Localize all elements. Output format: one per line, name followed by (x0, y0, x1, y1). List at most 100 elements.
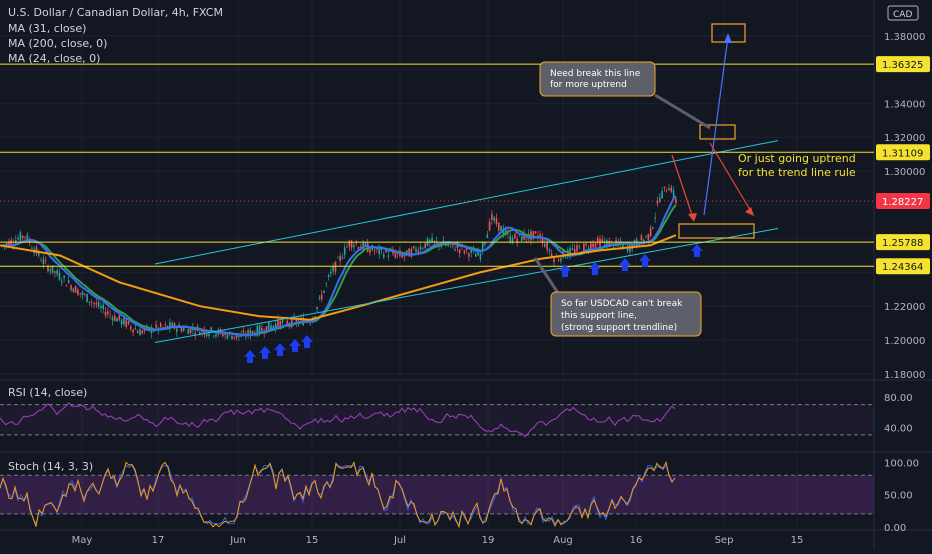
candle-body (116, 318, 118, 322)
ma-24-line (1, 195, 677, 337)
candle-body (249, 330, 252, 337)
candle-body (475, 253, 477, 257)
candle-body (647, 234, 650, 241)
breakout-box[interactable] (699, 124, 736, 140)
candle-body (141, 330, 144, 334)
candle-body (502, 228, 505, 235)
support-bounce-arrow (259, 346, 271, 359)
candle-body (199, 332, 201, 336)
lower-trendline[interactable] (154, 227, 779, 344)
candle-body (79, 293, 81, 294)
candle-body (189, 327, 192, 334)
candle-body (332, 266, 334, 272)
candle-body (272, 325, 275, 328)
candle-body (590, 243, 592, 251)
callout-text: Or just going uptrend (738, 152, 856, 165)
candle-body (279, 320, 282, 328)
candle-body (544, 243, 546, 247)
candle-body (521, 236, 523, 241)
time-axis-tick: 16 (630, 535, 643, 546)
candle-body (622, 244, 624, 250)
candle-body (314, 316, 316, 318)
candle-body (226, 334, 229, 339)
rsi-title: RSI (14, close) (8, 386, 87, 399)
candle-body (258, 325, 261, 333)
candle-body (61, 281, 63, 283)
candle-body (415, 248, 417, 252)
support-bounce-arrow (559, 264, 571, 277)
candle-body (162, 326, 164, 328)
candle-body (456, 245, 459, 248)
candle-body (470, 249, 472, 253)
candle-body (123, 318, 125, 325)
time-axis-tick: Jul (393, 535, 406, 546)
candle-body (507, 233, 509, 234)
candle-body (610, 240, 613, 242)
projection-down-line (709, 142, 753, 214)
stoch-scale-tick: 100.00 (884, 458, 919, 469)
candle-body (454, 249, 456, 251)
candle-body (491, 213, 493, 220)
price-level-label: 1.24364 (882, 262, 923, 273)
candle-body (670, 187, 673, 192)
candle-body (403, 255, 406, 257)
candle-body (596, 238, 599, 242)
candle-body (113, 315, 116, 321)
candle-body (463, 250, 466, 253)
price-label-box (876, 56, 930, 73)
callout-box-breakout[interactable] (539, 61, 656, 97)
candle-body (309, 323, 311, 324)
candle-body (176, 328, 178, 332)
candle-body (74, 286, 77, 293)
candle-body (452, 243, 454, 246)
candle-body (440, 245, 443, 248)
candle-body (606, 240, 608, 248)
candle-body (380, 247, 383, 251)
candle-body (270, 325, 272, 329)
candle-body (672, 190, 675, 198)
candle-body (44, 260, 47, 261)
candle-body (139, 329, 141, 336)
candle-body (468, 253, 470, 257)
indicator-ma24-label[interactable]: MA (24, close, 0) (8, 52, 101, 65)
candle-body (325, 283, 328, 284)
candle-body (93, 302, 95, 304)
callout-box-support[interactable] (550, 291, 702, 337)
candle-body (357, 246, 360, 249)
rsi-band (0, 404, 874, 435)
candle-body (210, 327, 213, 332)
price-scale-tick: 1.20000 (884, 336, 925, 347)
candle-body (67, 280, 70, 284)
support-zone-box[interactable] (678, 223, 755, 239)
candle-body (654, 217, 656, 219)
candle-body (668, 188, 670, 191)
indicator-ma200-label[interactable]: MA (200, close, 0) (8, 37, 108, 50)
projection-arrowhead (745, 207, 754, 216)
candle-body (479, 253, 482, 260)
candle-body (208, 333, 210, 336)
stoch-signal-line (0, 460, 676, 529)
price-scale-tick: 1.18000 (884, 370, 925, 381)
candle-body (132, 329, 134, 333)
candle-body (86, 294, 88, 303)
candle-body (84, 293, 86, 295)
indicator-ma31-label[interactable]: MA (31, close) (8, 22, 87, 35)
candle-body (346, 246, 348, 248)
candle-body (38, 251, 40, 256)
candle-body (431, 237, 433, 243)
currency-box[interactable] (887, 5, 919, 21)
price-level-label: 1.31109 (882, 148, 923, 159)
candle-body (500, 225, 502, 232)
time-axis-tick: May (72, 535, 93, 546)
support-bounce-arrow (301, 335, 313, 348)
candle-body (412, 246, 415, 249)
candle-body (49, 269, 52, 272)
candle-body (525, 238, 528, 240)
candle-body (343, 247, 346, 255)
candle-body (652, 226, 654, 229)
candle-body (484, 242, 486, 245)
candle-body (261, 327, 263, 331)
candle-body (493, 217, 495, 221)
